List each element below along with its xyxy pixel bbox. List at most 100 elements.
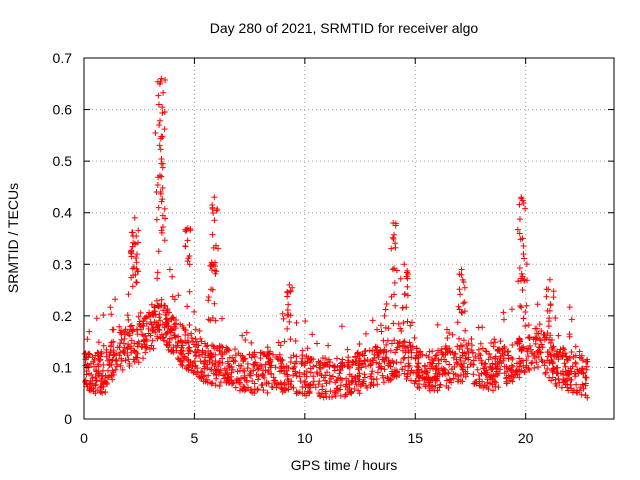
data-point — [158, 173, 165, 180]
data-point — [573, 381, 580, 388]
data-point — [215, 371, 222, 378]
data-point — [211, 194, 218, 201]
data-point — [521, 255, 528, 262]
data-point — [545, 318, 552, 325]
data-point — [238, 362, 245, 369]
data-point — [134, 350, 141, 357]
data-point — [555, 370, 562, 377]
data-point — [279, 310, 286, 317]
data-point — [192, 326, 199, 333]
data-point — [443, 382, 450, 389]
data-point — [356, 370, 363, 377]
data-point — [517, 302, 524, 309]
data-point — [459, 363, 466, 370]
data-point — [191, 358, 198, 365]
data-point — [222, 365, 229, 372]
data-point — [401, 354, 408, 361]
data-point — [230, 379, 237, 386]
data-point — [110, 371, 117, 378]
data-point — [234, 368, 241, 375]
data-point — [159, 133, 166, 140]
data-point — [198, 338, 205, 345]
data-point — [201, 340, 208, 347]
data-point — [361, 371, 368, 378]
data-point — [434, 347, 441, 354]
data-point — [501, 343, 508, 350]
data-point — [562, 381, 569, 388]
data-point — [317, 359, 324, 366]
data-point — [442, 351, 449, 358]
data-point — [301, 390, 308, 397]
data-point — [389, 266, 396, 273]
data-point — [576, 348, 583, 355]
data-point — [317, 370, 324, 377]
data-point — [201, 372, 208, 379]
data-point — [506, 377, 513, 384]
data-point — [284, 288, 291, 295]
data-point — [567, 365, 574, 372]
data-point — [572, 359, 579, 366]
data-point — [203, 343, 210, 350]
data-point — [460, 278, 467, 285]
data-point — [572, 373, 579, 380]
data-point — [516, 355, 523, 362]
data-point — [430, 365, 437, 372]
data-point — [378, 365, 385, 372]
data-point — [135, 313, 142, 320]
data-point — [242, 336, 249, 343]
data-point — [397, 359, 404, 366]
data-point — [117, 340, 124, 347]
data-point — [169, 314, 176, 321]
data-point — [128, 337, 135, 344]
data-point — [260, 387, 267, 394]
data-point — [309, 331, 316, 338]
data-point — [109, 367, 116, 374]
data-point — [491, 336, 498, 343]
data-point — [199, 351, 206, 358]
data-point — [454, 360, 461, 367]
data-point — [186, 288, 193, 295]
data-point — [458, 362, 465, 369]
data-point — [293, 319, 300, 326]
data-point — [228, 369, 235, 376]
data-point — [396, 372, 403, 379]
data-point — [382, 354, 389, 361]
data-point — [169, 326, 176, 333]
y-tick-label: 0 — [64, 411, 72, 427]
data-point — [522, 205, 529, 212]
data-point — [426, 359, 433, 366]
data-point — [533, 325, 540, 332]
data-point — [388, 293, 395, 300]
data-point — [171, 321, 178, 328]
data-point — [529, 350, 536, 357]
data-point — [254, 366, 261, 373]
data-point — [495, 346, 502, 353]
data-point — [533, 359, 540, 366]
data-point — [217, 379, 224, 386]
data-point — [264, 389, 271, 396]
data-point — [352, 353, 359, 360]
data-point — [460, 300, 467, 307]
data-point — [547, 301, 554, 308]
data-point — [172, 320, 179, 327]
data-point — [555, 356, 562, 363]
data-point — [182, 338, 189, 345]
data-point — [142, 349, 149, 356]
data-point — [215, 245, 222, 252]
data-point — [527, 346, 534, 353]
data-point — [584, 358, 591, 365]
data-point — [456, 286, 463, 293]
data-point — [326, 378, 333, 385]
data-point — [381, 312, 388, 319]
data-point — [550, 288, 557, 295]
data-point — [398, 328, 405, 335]
data-point — [175, 292, 182, 299]
data-point — [473, 380, 480, 387]
data-point — [433, 377, 440, 384]
data-point — [270, 377, 277, 384]
data-point — [165, 322, 172, 329]
data-point — [98, 373, 105, 380]
data-point — [140, 355, 147, 362]
data-point — [177, 321, 184, 328]
data-point — [546, 276, 553, 283]
